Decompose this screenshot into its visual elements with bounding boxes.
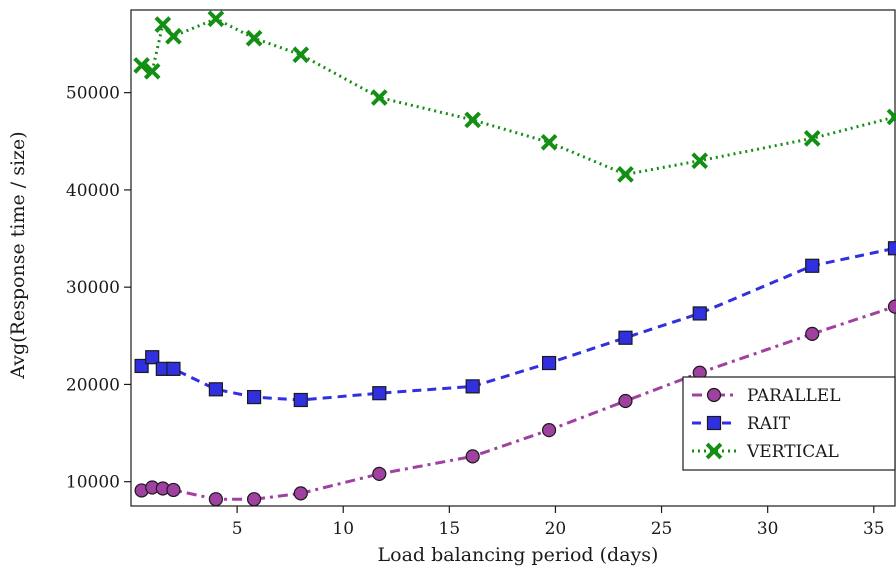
y-tick-label: 20000 xyxy=(66,375,120,395)
x-tick-label: 10 xyxy=(332,519,354,539)
legend: PARALLEL RAIT VERTICAL xyxy=(682,376,896,471)
y-axis-label: Avg(Response time / size) xyxy=(7,131,29,379)
y-tick-label: 50000 xyxy=(66,84,120,104)
data-point xyxy=(541,355,557,371)
data-point xyxy=(464,111,482,129)
data-point xyxy=(887,299,896,314)
x-tick-label: 20 xyxy=(545,519,567,539)
data-point xyxy=(887,241,896,256)
legend-marker xyxy=(706,387,722,403)
series-rait xyxy=(134,241,896,408)
data-point xyxy=(133,57,150,74)
data-point xyxy=(166,361,181,376)
series-layer xyxy=(133,10,896,507)
legend-item-rait: RAIT xyxy=(692,414,791,434)
data-point xyxy=(617,166,634,183)
data-point xyxy=(208,382,223,397)
legend-marker xyxy=(705,442,723,460)
data-point xyxy=(166,482,181,498)
y-tick-label: 10000 xyxy=(66,473,120,493)
x-tick-label: 35 xyxy=(863,519,885,539)
data-point xyxy=(208,492,223,507)
data-point xyxy=(540,133,558,151)
data-point xyxy=(886,108,896,126)
data-point xyxy=(465,449,480,464)
data-point xyxy=(691,152,709,170)
data-point xyxy=(805,326,820,341)
data-point xyxy=(292,46,310,64)
data-point xyxy=(618,330,633,345)
data-point xyxy=(370,89,388,106)
data-point xyxy=(143,62,161,80)
data-point xyxy=(805,258,820,273)
data-point xyxy=(692,306,707,321)
x-axis-ticks: 5 10 15 20 25 30 35 xyxy=(232,506,885,539)
data-point xyxy=(207,10,225,28)
legend-label: VERTICAL xyxy=(746,442,839,462)
data-point xyxy=(465,379,480,394)
y-tick-label: 40000 xyxy=(66,181,120,201)
data-point xyxy=(803,130,821,147)
data-point xyxy=(293,392,308,408)
legend-item-parallel: PARALLEL xyxy=(692,386,841,406)
series-vertical xyxy=(133,10,896,183)
legend-item-vertical: VERTICAL xyxy=(692,442,839,462)
data-point xyxy=(541,423,557,438)
data-point xyxy=(145,350,160,365)
plot-frame xyxy=(130,9,896,507)
data-point xyxy=(372,466,387,482)
data-point xyxy=(618,393,633,409)
data-point xyxy=(245,29,263,47)
y-tick-label: 30000 xyxy=(66,278,120,298)
plot-area xyxy=(130,9,896,507)
legend-label: PARALLEL xyxy=(747,386,841,406)
x-tick-label: 30 xyxy=(757,519,779,539)
data-point xyxy=(165,27,182,45)
x-tick-label: 5 xyxy=(232,519,243,539)
series-parallel xyxy=(134,299,896,507)
data-point xyxy=(154,16,172,33)
legend-marker xyxy=(706,415,722,431)
data-point xyxy=(246,389,262,405)
data-point xyxy=(246,492,262,507)
data-point xyxy=(134,358,149,374)
x-tick-label: 25 xyxy=(651,519,673,539)
data-point xyxy=(293,486,308,501)
x-axis-label: Load balancing period (days) xyxy=(378,544,659,566)
y-axis-ticks: 10000 20000 30000 40000 50000 xyxy=(66,84,131,493)
data-point xyxy=(372,386,387,401)
legend-label: RAIT xyxy=(747,414,791,434)
series-line xyxy=(140,17,896,176)
x-tick-label: 15 xyxy=(439,519,461,539)
